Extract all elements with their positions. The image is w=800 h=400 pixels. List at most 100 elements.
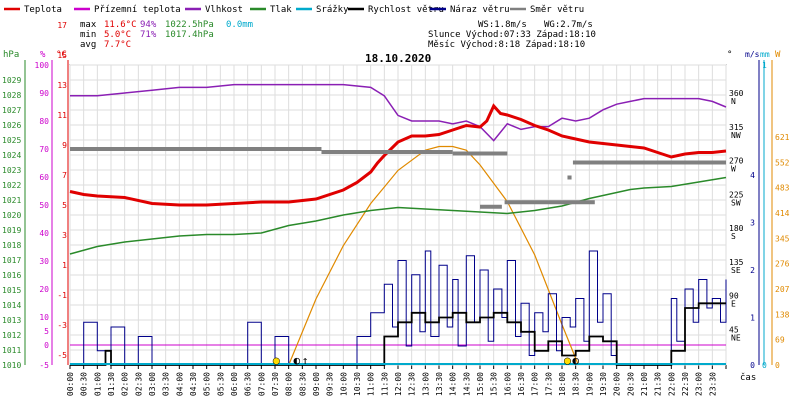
- degc-tick-label: 3: [62, 231, 67, 240]
- hpa-tick-label: 1019: [2, 226, 21, 235]
- hpa-tick-label: 1010: [2, 361, 21, 370]
- x-tick-label: 21:30: [654, 372, 663, 396]
- legend-label: Vlhkost: [205, 5, 243, 15]
- marker-sun: ●: [273, 354, 280, 367]
- w-tick-label: 207: [775, 285, 790, 294]
- x-tick-label: 05:00: [203, 372, 212, 396]
- axis-degc-title: °C: [56, 50, 67, 60]
- degc-tick-label: 13: [57, 81, 67, 90]
- hpa-tick-label: 1027: [2, 106, 21, 115]
- axis-w-title: W: [775, 50, 781, 60]
- deg-direction-label: SW: [731, 198, 741, 207]
- x-tick-label: 01:00: [93, 372, 102, 396]
- deg-tick-label: 225: [729, 190, 744, 199]
- deg-tick-label: 315: [729, 123, 744, 132]
- x-tick-label: 21:00: [640, 372, 649, 396]
- degc-tick-label: 7: [62, 171, 67, 180]
- legend-label: Tlak: [270, 5, 292, 15]
- series-teplota-line: [69, 103, 727, 207]
- x-tick-label: 12:00: [394, 372, 403, 396]
- deg-tick-label: 270: [729, 157, 744, 166]
- x-tick-label: 03:00: [148, 372, 157, 396]
- x-tick-label: 10:00: [339, 372, 348, 396]
- degc-tick-label: 15: [57, 51, 67, 60]
- hpa-tick-label: 1015: [2, 286, 21, 295]
- deg-direction-label: N: [731, 97, 736, 106]
- hpa-tick-label: 1016: [2, 271, 21, 280]
- series-tlak-line: [69, 176, 727, 255]
- hpa-tick-label: 1021: [2, 196, 21, 205]
- x-tick-label: 13:30: [435, 372, 444, 396]
- x-tick-label: 20:30: [626, 372, 635, 396]
- degc-tick-label: -3: [57, 321, 67, 330]
- x-tick-label: 18:30: [572, 372, 581, 396]
- ms-tick-label: 2: [750, 266, 755, 275]
- deg-direction-label: NE: [731, 333, 741, 342]
- legend-label: Srážky: [316, 5, 349, 15]
- deg-tick-label: 90: [729, 292, 739, 301]
- x-tick-label: 07:30: [271, 372, 280, 396]
- chart-title: 18.10.2020: [365, 52, 431, 65]
- x-tick-label: 16:30: [517, 372, 526, 396]
- stats-press: 1017.4hPa: [165, 30, 214, 40]
- ms-tick-label: 4: [750, 171, 755, 180]
- mm-tick-label: 0: [762, 361, 767, 370]
- x-tick-label: 23:00: [695, 372, 704, 396]
- stats-press: 1022.5hPa: [165, 20, 214, 30]
- stats-temp: 5.0°C: [104, 30, 131, 40]
- w-tick-label: 414: [775, 209, 790, 218]
- stats-label: max: [80, 20, 97, 30]
- stats-hum: 94%: [140, 20, 157, 30]
- marker-moon: ◐: [572, 354, 579, 367]
- pct-tick-label: 10: [39, 313, 49, 322]
- x-tick-label: 02:00: [121, 372, 130, 396]
- x-tick-label: 08:30: [298, 372, 307, 396]
- x-tick-label: 12:30: [408, 372, 417, 396]
- pct-tick-label: 5: [44, 327, 49, 336]
- degc-tick-label: 5: [62, 201, 67, 210]
- deg-direction-label: W: [731, 165, 736, 174]
- hpa-tick-label: 1029: [2, 76, 21, 85]
- hpa-tick-label: 1024: [2, 151, 21, 160]
- axis-pct-title: %: [40, 50, 46, 60]
- stats-temp: 7.7°C: [104, 40, 131, 50]
- pct-tick-label: 60: [39, 173, 49, 182]
- hpa-tick-label: 1026: [2, 121, 21, 130]
- pct-tick-label: 80: [39, 117, 49, 126]
- x-tick-label: 17:00: [531, 372, 540, 396]
- hpa-tick-label: 1014: [2, 301, 21, 310]
- x-tick-label: 11:30: [380, 372, 389, 396]
- hpa-tick-label: 1011: [2, 346, 21, 355]
- degc-tick-label: 9: [62, 141, 67, 150]
- hpa-tick-label: 1028: [2, 91, 21, 100]
- x-tick-label: 15:00: [476, 372, 485, 396]
- x-tick-label: 02:30: [134, 372, 143, 396]
- pct-tick-label: 20: [39, 285, 49, 294]
- series-vlhkost-line: [70, 83, 727, 142]
- marker-rise-arrow: ↑: [302, 354, 309, 367]
- degc-tick-label: 11: [57, 111, 67, 120]
- degc-tick-label: 1: [62, 261, 67, 270]
- legend-label: Přízemní teplota: [94, 5, 181, 15]
- x-tick-label: 04:30: [189, 372, 198, 396]
- pct-tick-label: 30: [39, 257, 49, 266]
- deg-tick-label: 360: [729, 89, 744, 98]
- stats-label: avg: [80, 40, 96, 50]
- x-tick-label: 18:00: [558, 372, 567, 396]
- deg-direction-label: NW: [731, 131, 741, 140]
- legend-label: Teplota: [24, 5, 62, 15]
- deg-tick-label: 135: [729, 258, 744, 267]
- degc-tick-label: -1: [57, 291, 67, 300]
- w-tick-label: 138: [775, 310, 790, 319]
- pct-tick-label: 40: [39, 229, 49, 238]
- pct-tick-label: 0: [44, 341, 49, 350]
- axis-mm-title: mm: [760, 50, 770, 59]
- degc-tick-label: -5: [57, 351, 67, 360]
- w-tick-label: 0: [775, 361, 780, 370]
- x-tick-label: 14:30: [462, 372, 471, 396]
- axis-hpa-title: hPa: [3, 50, 19, 60]
- axis-deg-title: °: [727, 50, 732, 60]
- x-tick-label: 11:00: [367, 372, 376, 396]
